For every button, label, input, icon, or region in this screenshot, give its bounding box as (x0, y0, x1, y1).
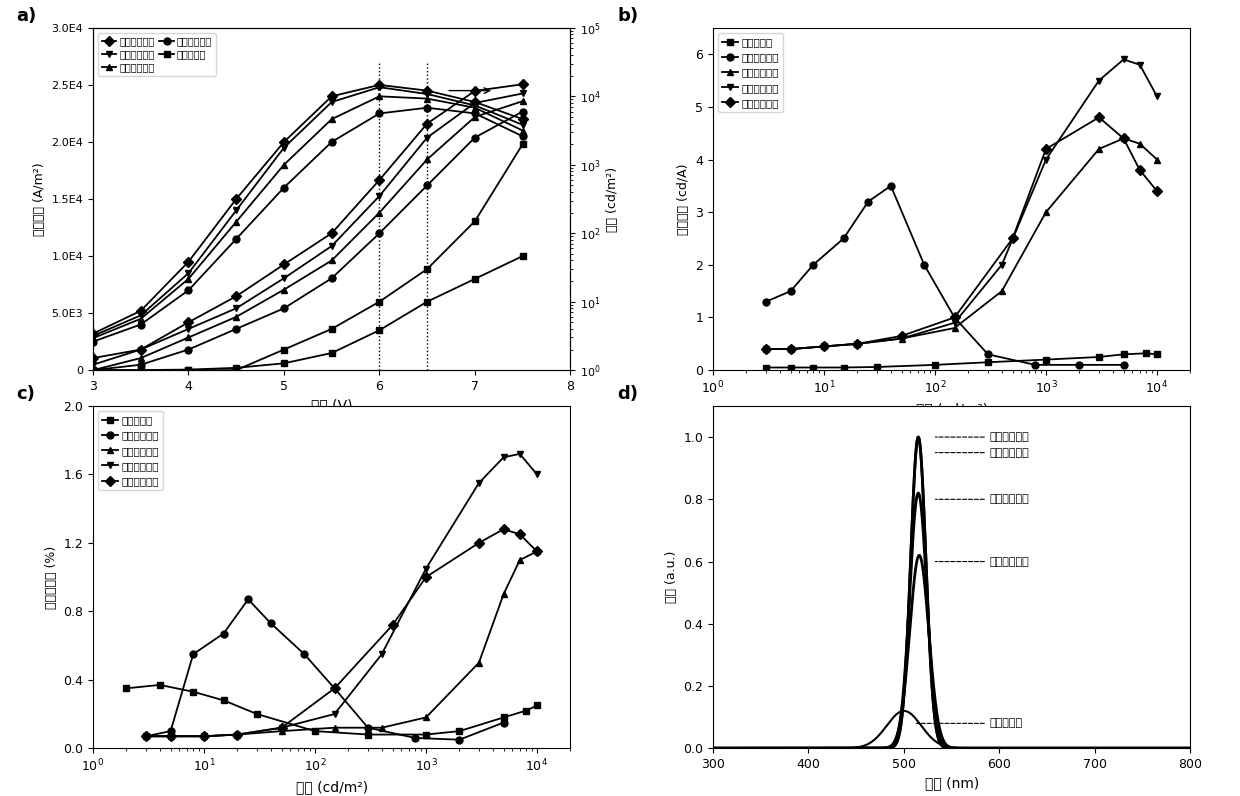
X-axis label: 亮度 (cd/m²): 亮度 (cd/m²) (915, 402, 988, 416)
Text: 苯甲基渴化锄: 苯甲基渴化锄 (935, 556, 1029, 567)
Y-axis label: 亮度 (cd/m²): 亮度 (cd/m²) (606, 166, 620, 232)
Legend: 原始量子点, 苯甲基渴化锄, 苯乙基渴化锄, 苯丙基渴化锄, 苯丁基渴化锄: 原始量子点, 苯甲基渴化锄, 苯乙基渴化锄, 苯丙基渴化锄, 苯丁基渴化锄 (718, 33, 782, 112)
Text: b): b) (618, 7, 639, 25)
Text: d): d) (618, 385, 639, 403)
Text: c): c) (16, 385, 36, 403)
Y-axis label: 外量子效率 (%): 外量子效率 (%) (45, 545, 58, 609)
Y-axis label: 强度 (a.u.): 强度 (a.u.) (665, 551, 678, 603)
Text: a): a) (16, 7, 37, 25)
Text: 苯乙基渴化锄: 苯乙基渴化锄 (935, 432, 1029, 442)
Text: 苯丙基渴化锄: 苯丙基渴化锄 (935, 447, 1029, 458)
X-axis label: 亮度 (cd/m²): 亮度 (cd/m²) (295, 780, 368, 794)
Legend: 原始量子点, 苯甲基渴化锄, 苯乙基渴化锄, 苯丙基渴化锄, 苯丁基渴化锄: 原始量子点, 苯甲基渴化锄, 苯乙基渴化锄, 苯丙基渴化锄, 苯丁基渴化锄 (98, 412, 162, 490)
Text: 原始量子点: 原始量子点 (916, 718, 1023, 728)
Text: 苯丁基渴化锄: 苯丁基渴化锄 (935, 494, 1029, 505)
Y-axis label: 电流密度 (A/m²): 电流密度 (A/m²) (32, 162, 46, 236)
X-axis label: 电压 (V): 电压 (V) (311, 399, 352, 412)
Legend: 苯丁基渴化锄, 苯丙基渴化锄, 苯乙基渴化锄, 苯甲基渴化锄, 原始量子点: 苯丁基渴化锄, 苯丙基渴化锄, 苯乙基渴化锄, 苯甲基渴化锄, 原始量子点 (98, 33, 216, 76)
X-axis label: 波长 (nm): 波长 (nm) (925, 777, 978, 790)
Y-axis label: 电流效率 (cd/A): 电流效率 (cd/A) (677, 163, 689, 235)
